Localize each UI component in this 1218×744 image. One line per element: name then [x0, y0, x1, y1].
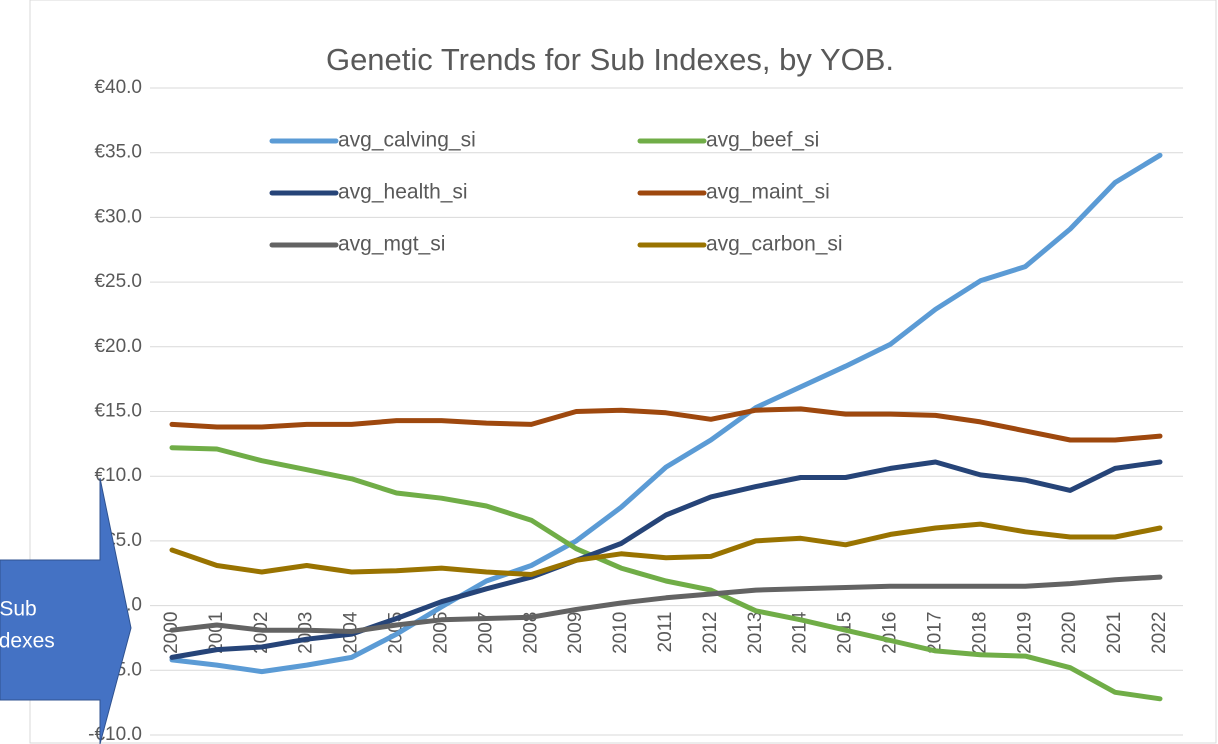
x-tick-label: 2017 — [924, 612, 945, 654]
x-tick-label: 2016 — [880, 612, 901, 654]
plot-area: €40.0€35.0€30.0€25.0€20.0€15.0€10.0€5.0€… — [88, 77, 1183, 744]
x-tick-label: 2015 — [835, 612, 856, 654]
series-line — [169, 574, 1163, 634]
series-line — [169, 445, 1163, 702]
series-line — [169, 406, 1163, 443]
x-tick-label: 2013 — [745, 612, 766, 654]
x-tick-label: 2022 — [1149, 612, 1170, 654]
y-tick-label: €25.0 — [94, 271, 142, 292]
chart-frame — [29, 0, 1217, 744]
y-tick-label: €40.0 — [94, 77, 142, 98]
legend-label: avg_health_si — [338, 181, 468, 204]
arrow-shape — [0, 477, 132, 744]
x-tick-label: 2002 — [251, 612, 272, 654]
legend-label: avg_carbon_si — [706, 233, 843, 256]
y-tick-label: -€10.0 — [88, 724, 142, 744]
y-tick-label: €30.0 — [94, 206, 142, 227]
x-tick-label: 2009 — [565, 612, 586, 654]
y-tick-label: €35.0 — [94, 142, 142, 163]
legend-label: avg_beef_si — [706, 129, 819, 152]
series-line — [169, 521, 1163, 577]
callout-arrow: Sub Indexes — [0, 477, 132, 744]
x-tick-label: 2021 — [1104, 612, 1125, 654]
series-line — [169, 152, 1163, 675]
x-tick-label: 2008 — [520, 612, 541, 654]
legend-label: avg_calving_si — [338, 129, 476, 152]
x-tick-label: 2012 — [700, 612, 721, 654]
chart-title: Genetic Trends for Sub Indexes, by YOB. — [326, 42, 894, 77]
x-tick-label: 2011 — [655, 612, 676, 653]
x-tick-label: 2003 — [296, 612, 317, 654]
callout-text: Sub — [0, 598, 37, 621]
y-tick-label: €10.0 — [94, 465, 142, 486]
x-tick-label: 2010 — [610, 612, 631, 654]
legend-label: avg_mgt_si — [338, 233, 445, 256]
x-tick-label: 2020 — [1059, 612, 1080, 654]
x-tick-label: 2001 — [206, 612, 227, 654]
legend-label: avg_maint_si — [706, 181, 830, 204]
x-tick-label: 2007 — [475, 612, 496, 654]
x-tick-label: 2000 — [161, 612, 182, 654]
callout-text: Indexes — [0, 630, 55, 653]
x-tick-label: 2018 — [969, 612, 990, 654]
x-tick-label: 2019 — [1014, 612, 1035, 654]
y-tick-label: €15.0 — [94, 401, 142, 422]
series-line — [169, 459, 1163, 660]
y-tick-label: €20.0 — [94, 336, 142, 357]
